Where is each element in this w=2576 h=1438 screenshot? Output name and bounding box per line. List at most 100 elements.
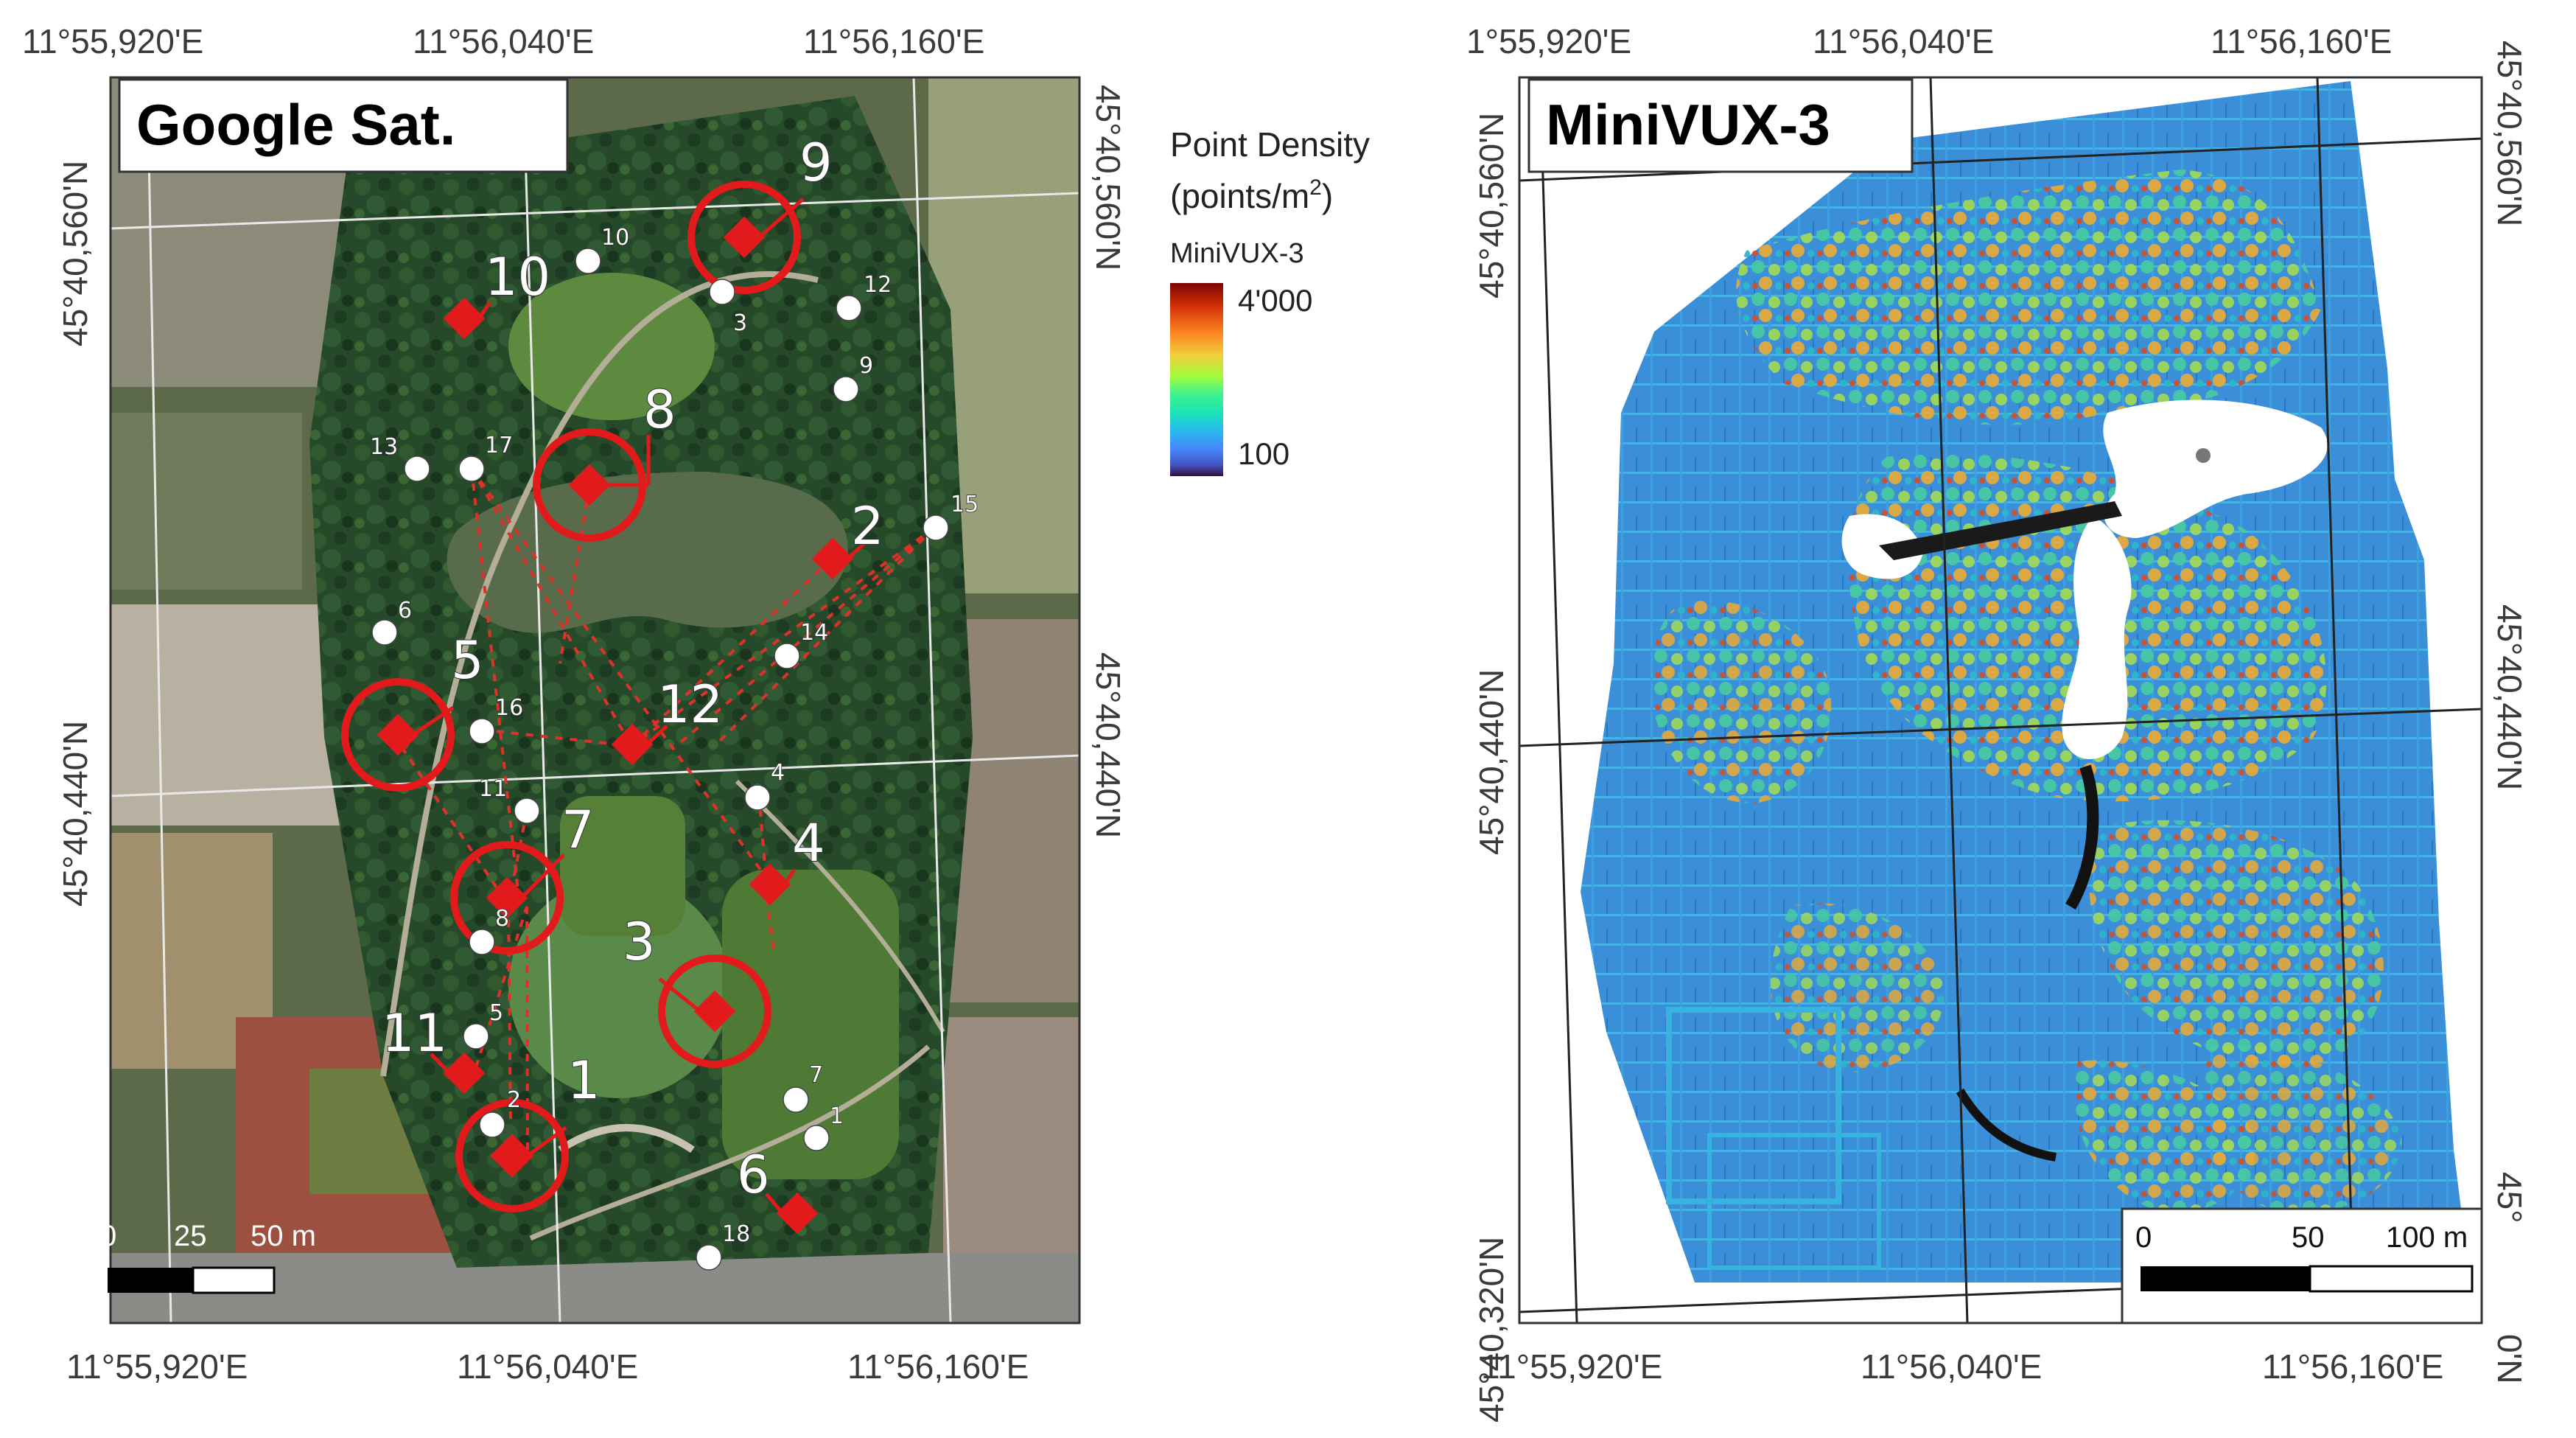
right-map-frame <box>1518 76 2483 1324</box>
left-bottom-lon-2: 11°56,040'E <box>457 1347 638 1386</box>
right-right-lat-1: 45°40,560'N <box>2491 41 2529 226</box>
colorbar <box>1170 283 1223 476</box>
legend-units: (points/m2) <box>1170 175 1333 215</box>
left-title: Google Sat. <box>136 92 455 157</box>
point-11: 11 <box>478 775 540 824</box>
point-8: 8 <box>469 905 510 955</box>
right-scale-bar: 0 50 100 m <box>2121 1207 2483 1324</box>
svg-text:17: 17 <box>485 433 513 458</box>
right-bottom-lon-1: 11°55,920'E <box>1481 1347 1662 1386</box>
point-1: 1 <box>803 1103 844 1151</box>
point-18: 18 <box>696 1221 751 1271</box>
point-10: 10 <box>575 224 630 274</box>
left-right-lat-2: 45°40,440'N <box>1089 652 1127 838</box>
right-graticule <box>1519 77 2482 1324</box>
right-right-lat-3: 45° <box>2491 1172 2529 1224</box>
left-graticule <box>110 77 1080 1324</box>
marker-8-label: 8 <box>643 380 676 440</box>
left-left-lat-1: 45°40,560'N <box>56 161 94 346</box>
marker-12-label: 12 <box>657 674 723 735</box>
marker-11: 11 <box>381 1002 486 1095</box>
svg-text:15: 15 <box>951 492 979 517</box>
right-right-lat-2: 45°40,440'N <box>2491 604 2529 790</box>
point-12: 12 <box>836 271 892 321</box>
right-bottom-lon-3: 11°56,160'E <box>2262 1347 2443 1386</box>
svg-text:5: 5 <box>489 1000 503 1026</box>
legend-min-label: 100 <box>1238 436 1289 471</box>
left-bottom-lon-3: 11°56,160'E <box>847 1347 1029 1386</box>
marker-7-label: 7 <box>561 800 595 860</box>
svg-text:10: 10 <box>601 225 629 251</box>
svg-text:9: 9 <box>859 353 873 379</box>
right-left-lat-3: 45°40,320'N <box>1472 1237 1511 1423</box>
right-top-lon-2: 11°56,040'E <box>1813 22 1994 60</box>
left-bottom-lon-1: 11°55,920'E <box>66 1347 248 1386</box>
svg-text:4: 4 <box>771 760 785 786</box>
marker-3-label: 3 <box>623 912 656 972</box>
survey-connections <box>392 467 936 1156</box>
svg-text:8: 8 <box>495 906 509 932</box>
point-2: 2 <box>479 1086 522 1138</box>
svg-text:16: 16 <box>495 695 523 721</box>
point-6: 6 <box>371 597 413 646</box>
marker-8: 8 <box>533 379 677 542</box>
svg-text:3: 3 <box>733 310 747 336</box>
svg-text:7: 7 <box>809 1062 823 1088</box>
svg-text:2: 2 <box>507 1087 521 1113</box>
left-right-lat-1: 45°40,560'N <box>1089 85 1127 271</box>
marker-1: 1 <box>455 1050 601 1212</box>
left-map-frame <box>109 76 1081 1324</box>
right-left-lat-1: 45°40,560'N <box>1472 113 1511 299</box>
marker-12: 12 <box>611 674 724 766</box>
left-scale-label-0: 0 <box>100 1220 116 1252</box>
marker-6: 6 <box>736 1144 819 1235</box>
point-5: 5 <box>463 999 504 1050</box>
legend-title: Point Density <box>1170 125 1370 164</box>
left-left-lat-2: 45°40,440'N <box>56 721 94 907</box>
marker-1-label: 1 <box>567 1050 601 1111</box>
right-top-lon-1: 1°55,920'E <box>1466 22 1631 60</box>
left-title-box: Google Sat. <box>118 78 569 173</box>
svg-text:11: 11 <box>479 776 507 802</box>
point-15: 15 <box>923 491 979 541</box>
svg-text:1: 1 <box>830 1103 844 1129</box>
right-scale-label-0: 0 <box>2135 1221 2152 1254</box>
svg-text:13: 13 <box>370 434 398 460</box>
svg-text:14: 14 <box>800 620 828 646</box>
marker-4-label: 4 <box>792 813 825 873</box>
marker-2-label: 2 <box>851 496 884 556</box>
left-scale-label-1: 25 <box>174 1220 207 1252</box>
marker-5-label: 5 <box>451 630 484 691</box>
right-top-lon-3: 11°56,160'E <box>2211 22 2392 60</box>
right-title: MiniVUX-3 <box>1546 92 1830 157</box>
legend-max-label: 4'000 <box>1238 283 1312 318</box>
svg-text:12: 12 <box>864 272 892 298</box>
svg-text:18: 18 <box>722 1221 750 1247</box>
marker-6-label: 6 <box>737 1145 770 1205</box>
point-16: 16 <box>469 694 524 744</box>
point-14: 14 <box>774 619 829 669</box>
marker-9: 9 <box>687 132 833 294</box>
right-left-lat-2: 45°40,440'N <box>1472 669 1511 855</box>
marker-9-label: 9 <box>799 133 833 193</box>
legend-subtitle: MiniVUX-3 <box>1170 238 1304 269</box>
right-scale-label-2: 100 m <box>2386 1221 2468 1254</box>
density-raster <box>1581 81 2468 1282</box>
point-4: 4 <box>744 759 785 811</box>
reference-station-markers: 1 2 3 4 5 <box>341 132 885 1235</box>
right-title-box: MiniVUX-3 <box>1527 78 1914 173</box>
marker-10-label: 10 <box>485 247 550 307</box>
left-top-lon-1: 11°55,920'E <box>22 22 203 60</box>
marker-3: 3 <box>622 911 771 1068</box>
right-scale-label-1: 50 <box>2292 1221 2325 1254</box>
point-17: 17 <box>458 432 514 482</box>
left-scale-label-2: 50 m <box>251 1220 316 1252</box>
marker-2: 2 <box>811 495 885 580</box>
left-top-lon-3: 11°56,160'E <box>803 22 984 60</box>
right-bottom-lon-2: 11°56,040'E <box>1861 1347 2042 1386</box>
check-points: 1 2 3 4 5 6 7 8 9 10 11 12 13 14 15 16 1… <box>369 224 979 1271</box>
density-legend: Point Density (points/m2) MiniVUX-3 4'00… <box>1170 125 1370 476</box>
right-right-lat-4: 0'N <box>2491 1334 2529 1384</box>
point-3: 3 <box>709 279 748 337</box>
